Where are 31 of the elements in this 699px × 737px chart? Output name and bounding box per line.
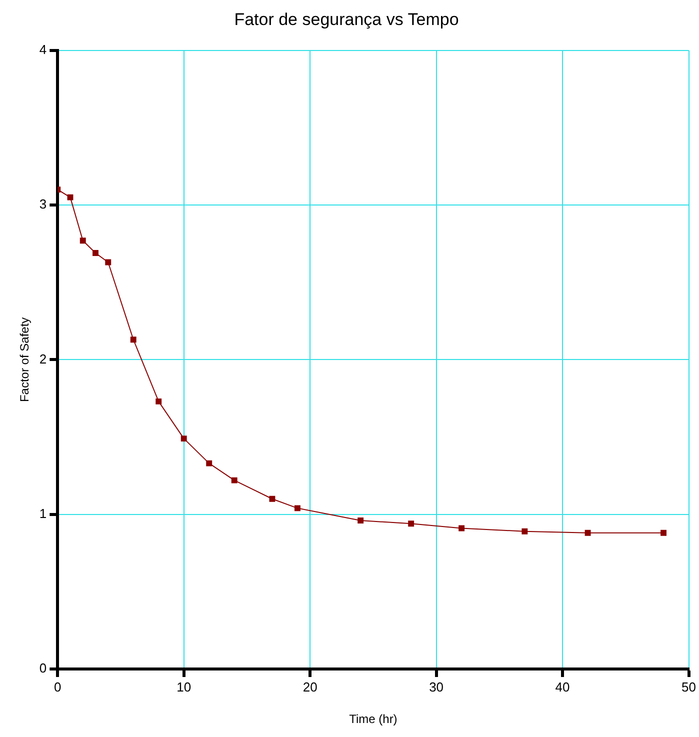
y-tick-label: 2 bbox=[39, 351, 47, 366]
point bbox=[105, 259, 112, 266]
point bbox=[522, 528, 528, 534]
y-tick-label: 4 bbox=[39, 42, 47, 57]
point bbox=[584, 530, 591, 536]
point bbox=[408, 520, 414, 527]
point bbox=[231, 477, 238, 484]
x-tick-label: 40 bbox=[555, 679, 570, 694]
y-tick-label: 3 bbox=[39, 196, 47, 212]
point bbox=[660, 530, 666, 536]
x-tick-label: 0 bbox=[54, 679, 62, 694]
point bbox=[156, 398, 162, 404]
x-tick-label: 20 bbox=[302, 679, 318, 694]
x-axis-title: Time (hr) bbox=[349, 712, 398, 726]
y-tick-label: 0 bbox=[39, 660, 47, 676]
point bbox=[294, 505, 300, 512]
point bbox=[67, 194, 74, 200]
y-tick-label: 1 bbox=[39, 506, 47, 521]
point bbox=[130, 336, 136, 343]
chart-title: Fator de segurança vs Tempo bbox=[234, 10, 459, 29]
point bbox=[358, 518, 364, 524]
x-tick-label: 10 bbox=[176, 679, 192, 694]
point bbox=[180, 436, 187, 442]
y-axis-title: Factor of Safety bbox=[18, 317, 32, 402]
x-tick-label: 50 bbox=[682, 679, 696, 694]
point bbox=[80, 238, 86, 244]
point bbox=[269, 496, 276, 502]
x-tick-label: 30 bbox=[429, 679, 444, 694]
point bbox=[206, 460, 212, 466]
point bbox=[92, 250, 98, 256]
point bbox=[458, 525, 465, 532]
